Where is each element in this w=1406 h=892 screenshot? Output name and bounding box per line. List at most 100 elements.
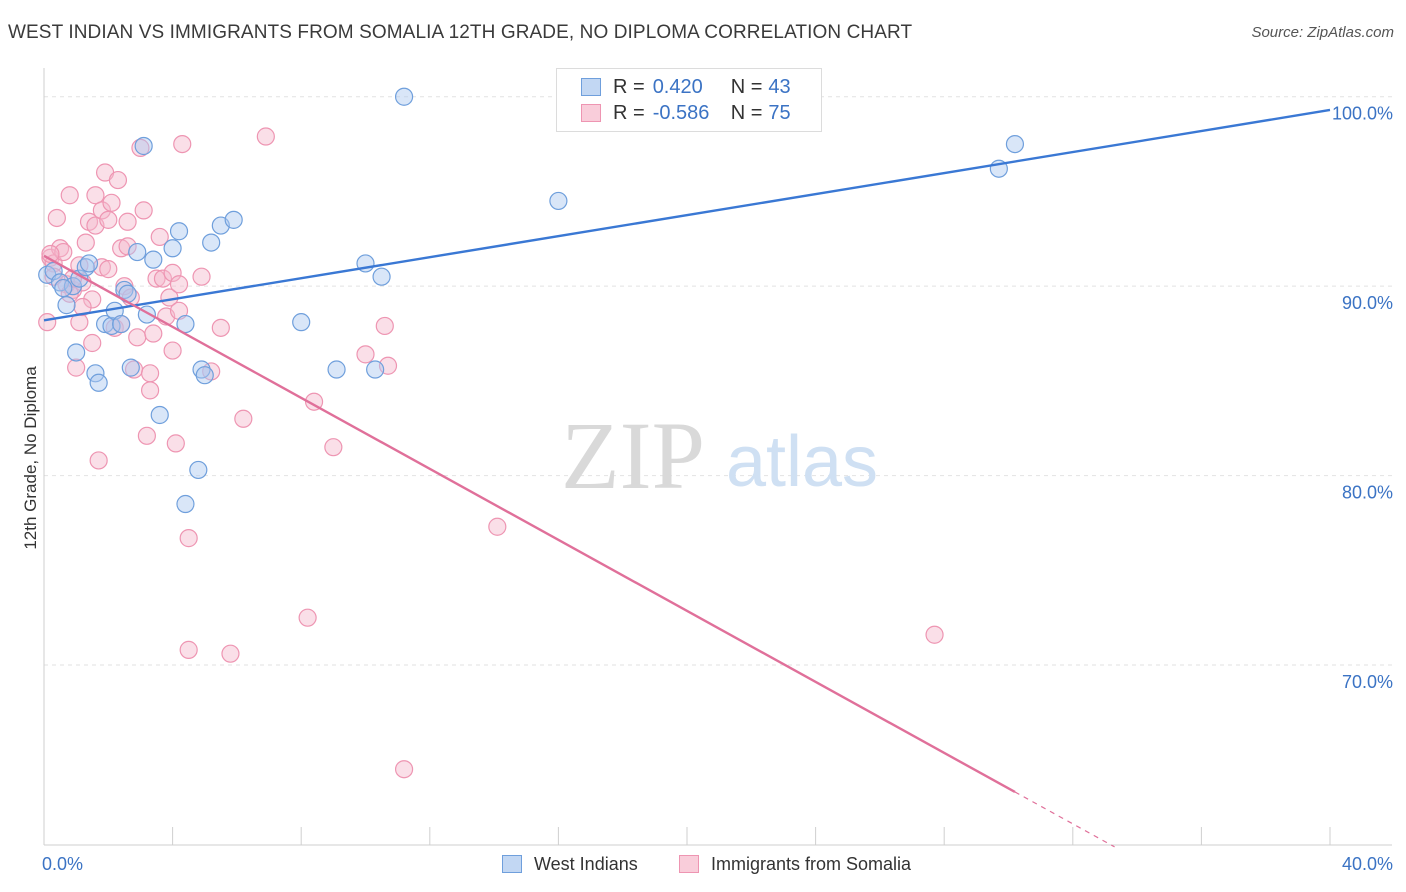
west-indian-point bbox=[192, 360, 211, 379]
legend-r-label: R = bbox=[613, 75, 645, 98]
west-indian-trend-line bbox=[43, 108, 1331, 322]
bottom-legend-swatch-pink bbox=[679, 855, 699, 873]
x-tick-label: 0.0% bbox=[42, 854, 83, 874]
west-indian-point bbox=[549, 191, 568, 211]
somalia-point bbox=[179, 529, 198, 548]
somalia-point bbox=[47, 208, 66, 228]
somalia-point bbox=[298, 608, 317, 627]
somalia-point bbox=[169, 275, 189, 294]
somalia-point bbox=[140, 381, 160, 400]
somalia-point bbox=[488, 517, 507, 536]
somalia-point bbox=[92, 201, 111, 220]
chart-title: WEST INDIAN VS IMMIGRANTS FROM SOMALIA 1… bbox=[8, 22, 913, 43]
somalia-point bbox=[102, 193, 121, 212]
legend-swatch-pink bbox=[581, 104, 601, 122]
west-indian-point bbox=[54, 278, 73, 298]
axes bbox=[43, 68, 1392, 846]
somalia-point bbox=[89, 451, 108, 470]
somalia-point bbox=[83, 333, 102, 353]
legend-row-west-indians: R = 0.420 N = 43 bbox=[581, 75, 791, 99]
somalia-trend-line bbox=[43, 254, 1016, 794]
somalia-point bbox=[150, 227, 169, 247]
bottom-legend-somalia: Immigrants from Somalia bbox=[679, 853, 911, 875]
somalia-point bbox=[192, 267, 211, 286]
y-tick-label: 70.0% bbox=[1342, 672, 1393, 692]
bottom-legend-west-indians: West Indians bbox=[502, 853, 638, 875]
west-indian-point bbox=[292, 313, 311, 332]
legend-n-value: 43 bbox=[768, 75, 791, 98]
somalia-point bbox=[375, 316, 394, 336]
somalia-point bbox=[925, 625, 944, 644]
somalia-point bbox=[134, 201, 153, 220]
somalia-point bbox=[38, 313, 57, 332]
somalia-point bbox=[324, 438, 343, 457]
somalia-point bbox=[99, 260, 118, 279]
legend-n-value: 75 bbox=[768, 101, 791, 124]
somalia-point bbox=[86, 186, 105, 205]
west-indian-point bbox=[366, 360, 385, 379]
west-indian-point bbox=[95, 314, 115, 334]
west-indian-point bbox=[121, 358, 140, 377]
legend-r-value: -0.586 bbox=[652, 101, 710, 124]
west-indian-point bbox=[327, 360, 346, 379]
source-label: Source: ZipAtlas.com bbox=[1251, 24, 1394, 41]
somalia-point bbox=[67, 358, 86, 377]
y-tick-label: 100.0% bbox=[1332, 104, 1393, 124]
legend-n-label: N = bbox=[730, 101, 763, 124]
somalia-point bbox=[137, 426, 156, 445]
somalia-point bbox=[179, 640, 198, 659]
legend-n-label: N = bbox=[730, 75, 763, 98]
somalia-point bbox=[153, 269, 173, 288]
stats-legend: R = 0.420 N = 43 R = -0.586 N = 75 bbox=[556, 68, 822, 132]
west-indian-point bbox=[86, 364, 105, 383]
west-indian-point bbox=[112, 314, 131, 334]
legend-swatch-blue bbox=[581, 78, 601, 96]
west-indian-point bbox=[144, 250, 163, 269]
legend-r-label: R = bbox=[613, 101, 645, 124]
somalia-point bbox=[60, 186, 79, 205]
west-indian-point bbox=[169, 222, 189, 241]
west-indian-point bbox=[134, 136, 153, 156]
west-indian-point bbox=[67, 343, 86, 362]
watermark-zip: ZIP bbox=[561, 402, 705, 509]
somalia-trend-extension bbox=[1014, 791, 1115, 848]
y-tick-label: 90.0% bbox=[1342, 293, 1393, 313]
legend-r-value: 0.420 bbox=[652, 75, 703, 98]
west-indian-point bbox=[163, 239, 182, 258]
bottom-legend-swatch-blue bbox=[502, 855, 522, 873]
somalia-point bbox=[73, 297, 92, 317]
somalia-point bbox=[234, 409, 253, 428]
west-indian-point bbox=[1005, 134, 1025, 154]
grid-lines bbox=[44, 96, 1392, 666]
watermark-atlas: atlas bbox=[726, 422, 878, 502]
west-indian-point bbox=[176, 494, 195, 514]
somalia-point bbox=[394, 760, 414, 779]
somalia-point bbox=[99, 210, 118, 229]
west-indian-point bbox=[189, 460, 208, 480]
west-indian-point bbox=[150, 405, 169, 425]
somalia-point bbox=[108, 170, 128, 190]
bottom-legend-label: Immigrants from Somalia bbox=[711, 853, 912, 874]
west-indian-point bbox=[57, 296, 76, 315]
tick-labels: 70.0% 80.0% 90.0% 100.0% 0.0% 40.0% bbox=[42, 104, 1393, 874]
watermark: ZIP atlas bbox=[561, 402, 878, 509]
west-indian-point bbox=[224, 210, 243, 229]
west-indian-point bbox=[394, 87, 414, 106]
somalia-point bbox=[83, 290, 102, 309]
y-axis-label: 12th Grade, No Diploma bbox=[21, 366, 40, 550]
somalia-point bbox=[128, 328, 147, 347]
y-tick-label: 80.0% bbox=[1342, 483, 1393, 503]
west-indian-point bbox=[202, 233, 221, 252]
somalia-point bbox=[256, 127, 275, 146]
somalia-point bbox=[211, 318, 230, 337]
somalia-point bbox=[356, 345, 375, 364]
somalia-point bbox=[144, 324, 163, 343]
west-indian-points bbox=[38, 87, 1025, 514]
somalia-point bbox=[163, 263, 182, 283]
somalia-point bbox=[76, 233, 95, 252]
somalia-point bbox=[163, 341, 182, 360]
trend-lines bbox=[43, 108, 1331, 848]
somalia-point bbox=[118, 212, 137, 231]
west-indian-point bbox=[89, 373, 108, 392]
